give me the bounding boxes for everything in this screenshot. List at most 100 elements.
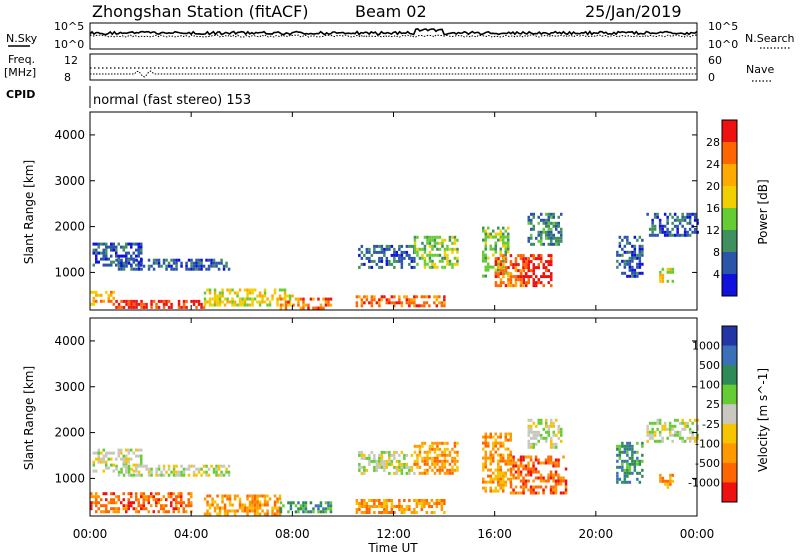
echo-cell [456,259,459,263]
echo-cell [358,462,361,466]
echo-cell [258,503,262,507]
echo-cell [492,229,495,233]
echo-cell [530,427,533,431]
echo-cell [428,235,432,239]
echo-cell [137,264,141,268]
echo-cell [497,477,500,481]
echo-cell [517,278,520,282]
echo-cell [398,502,401,505]
echo-cell [443,447,447,451]
echo-cell [182,305,186,309]
echo-cell [380,259,384,263]
echo-cell [393,465,396,469]
echo-cell [195,467,198,471]
echo-cell [175,470,178,474]
echo-cell [482,480,485,484]
echo-cell [263,497,267,501]
echo-cell [545,260,548,264]
echo-cell [507,447,510,451]
echo-cell [648,436,652,440]
echo-cell [522,260,525,264]
echo-cell [651,218,654,222]
echo-cell [238,303,242,307]
echo-cell [499,247,502,251]
echo-cell [175,504,178,508]
echo-cell [117,305,121,309]
colorbar-tick-label: 25 [706,398,720,411]
echo-cell [646,424,649,428]
echo-cell [484,444,487,448]
echo-cell [132,260,135,264]
echo-cell [400,465,404,469]
echo-cell [502,459,505,463]
echo-cell [494,275,498,279]
echo-cell [360,511,364,514]
echo-cell [135,305,138,309]
echo-cell [482,486,485,490]
echo-cell [400,505,404,508]
echo-cell [656,212,659,216]
echo-cell [415,511,419,514]
echo-cell [502,265,505,269]
echo-cell [618,450,622,454]
echo-cell [499,266,503,270]
echo-cell [175,258,178,262]
echo-cell [509,461,513,465]
echo-cell [557,464,560,468]
echo-cell [688,233,692,237]
echo-cell [519,485,523,489]
echo-cell [182,467,186,471]
echo-cell [97,507,100,511]
echo-cell [552,433,555,437]
echo-cell [140,299,143,303]
echo-cell [279,507,283,511]
echo-cell [431,459,434,463]
echo-cell [288,303,292,307]
echo-cell [555,418,558,422]
echo-cell [562,476,565,480]
echo-cell [532,272,535,276]
echo-cell [400,250,404,254]
echo-cell [542,242,545,246]
echo-cell [671,270,675,274]
echo-cell [547,455,550,459]
echo-cell [207,267,211,271]
echo-cell [127,498,130,502]
echo-cell [527,266,530,270]
echo-cell [95,492,98,496]
echo-cell [686,421,689,425]
echo-cell [266,509,269,513]
echo-cell [180,470,183,474]
echo-cell [92,501,95,505]
echo-cell [319,510,323,514]
echo-cell [97,501,100,505]
echo-cell [507,281,510,285]
echo-cell [112,507,115,511]
echo-cell [540,233,543,237]
echo-cell [278,494,282,498]
echo-cell [266,303,269,307]
echo-cell [152,510,155,514]
echo-cell [135,498,138,502]
echo-cell [626,259,629,263]
echo-cell [127,299,131,303]
beam-label: Beam 02 [355,2,427,21]
echo-cell [626,450,629,454]
echo-cell [97,451,100,455]
echo-cell [529,470,533,474]
echo-cell [499,229,502,233]
echo-cell [428,253,432,257]
echo-cell [678,421,682,425]
echo-cell [112,260,115,264]
echo-cell [676,430,679,434]
echo-cell [623,459,627,463]
echo-cell [532,430,535,434]
echo-cell [413,511,416,514]
echo-cell [145,464,148,468]
echo-cell [246,497,249,501]
echo-cell [105,460,108,464]
echo-cell [683,218,687,222]
echo-cell [524,455,528,459]
echo-cell [514,275,518,279]
